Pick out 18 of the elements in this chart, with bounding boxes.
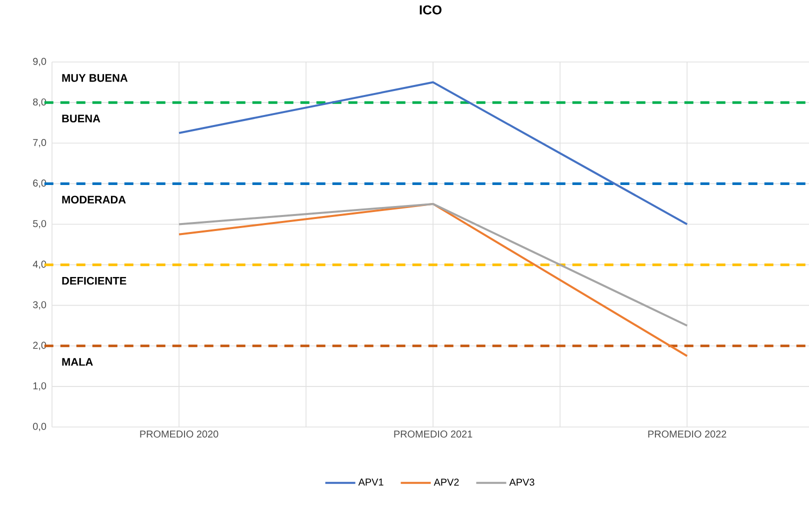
annotation: BUENA [62, 114, 100, 122]
y-tick-label: 5,0 [33, 220, 46, 228]
x-tick-label: PROMEDIO 2022 [648, 430, 726, 438]
annotation: MUY BUENA [62, 74, 128, 82]
x-tick-label: PROMEDIO 2020 [140, 430, 218, 438]
annotation: MODERADA [62, 196, 126, 204]
annotation: DEFICIENTE [62, 276, 126, 285]
y-tick-label: 7,0 [33, 138, 46, 148]
y-tick-label: 3,0 [33, 301, 46, 310]
legend-label: APV2 [434, 478, 459, 486]
chart-title: ICO [420, 5, 442, 14]
legend-label: APV1 [358, 478, 384, 486]
y-tick-label: 9,0 [33, 58, 46, 66]
y-tick-label: 1,0 [33, 382, 46, 391]
y-tick-label: 0,0 [33, 422, 46, 432]
x-tick-label: PROMEDIO 2021 [394, 430, 472, 438]
annotation: MALA [62, 358, 93, 366]
legend-label: APV3 [509, 478, 534, 486]
